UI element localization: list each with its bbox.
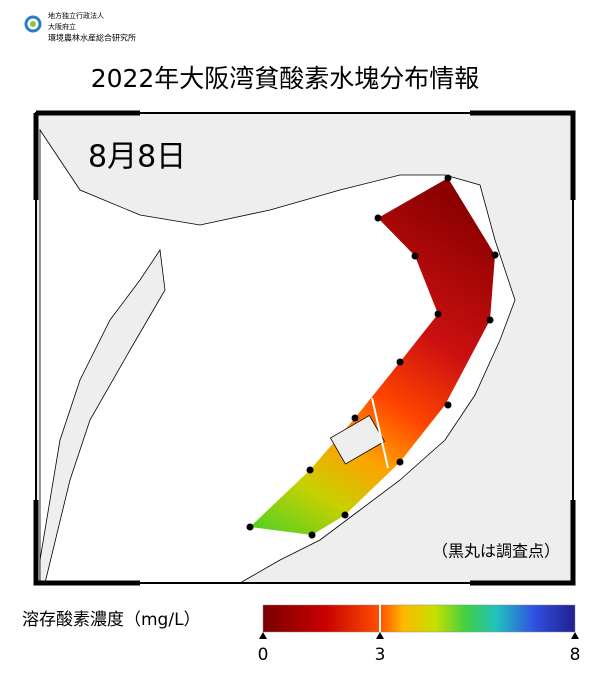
sea bbox=[39, 128, 516, 584]
org-line: 環境農林水産総合研究所 bbox=[48, 33, 136, 43]
title: 2022年大阪湾貧酸素水塊分布情報 bbox=[91, 64, 480, 93]
legend-label: 溶存酸素濃度（mg/L） bbox=[22, 610, 201, 630]
tick-label: 3 bbox=[375, 645, 386, 665]
org-line: 地方独立行政法人 bbox=[48, 11, 104, 20]
frame bbox=[35, 112, 574, 584]
tick-mark bbox=[571, 632, 579, 639]
tick-label: 0 bbox=[258, 645, 269, 665]
oxygen-area bbox=[250, 178, 495, 535]
colorbar bbox=[262, 604, 576, 633]
note: （黒丸は調査点） bbox=[432, 542, 560, 561]
logo bbox=[24, 15, 42, 33]
tick-label: 8 bbox=[570, 645, 581, 665]
colorbar-ticks: 0 3 8 bbox=[258, 605, 581, 665]
island bbox=[329, 414, 385, 465]
stations bbox=[246, 174, 499, 539]
tick-mark bbox=[376, 632, 384, 639]
map: 8月8日 （黒丸は調査点） bbox=[33, 110, 576, 586]
org-line: 大阪府立 bbox=[48, 22, 76, 31]
date: 8月8日 bbox=[88, 140, 186, 175]
contour bbox=[371, 397, 389, 469]
tick-mark bbox=[259, 632, 267, 639]
frame-ticks bbox=[33, 110, 576, 586]
